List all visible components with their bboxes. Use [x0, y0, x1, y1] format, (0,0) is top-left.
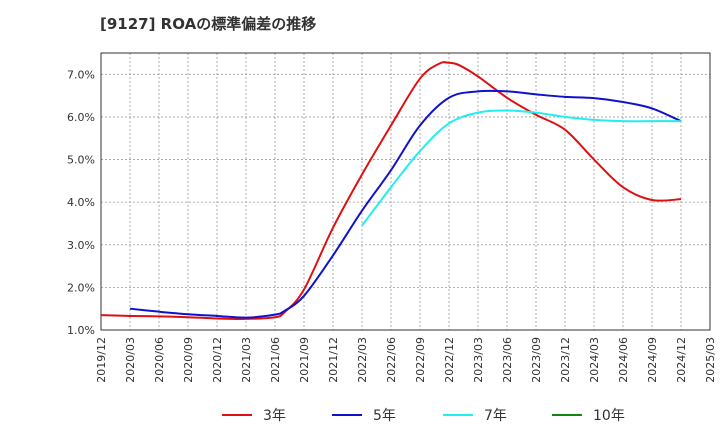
x-tick-label: 2020/09 — [182, 337, 195, 383]
legend-label-3: 10年 — [593, 408, 625, 424]
x-tick-label: 2023/03 — [472, 337, 485, 383]
y-tick-label: 4.0% — [67, 196, 95, 209]
x-tick-label: 2021/12 — [327, 337, 340, 383]
series-line-0 — [100, 61, 682, 320]
series-line-1 — [129, 89, 682, 319]
x-tick-label: 2022/03 — [356, 337, 369, 383]
x-tick-label: 2019/12 — [95, 337, 108, 383]
x-tick-label: 2024/03 — [588, 337, 601, 383]
x-tick-label: 2024/09 — [646, 337, 659, 383]
legend-label-2: 7年 — [484, 408, 507, 424]
x-tick-label: 2023/09 — [530, 337, 543, 383]
plot-area — [101, 53, 710, 330]
x-tick-label: 2021/06 — [269, 337, 282, 383]
y-tick-label: 7.0% — [67, 68, 95, 81]
y-tick-label: 6.0% — [67, 111, 95, 124]
x-tick-label: 2024/06 — [617, 337, 630, 383]
y-tick-label: 5.0% — [67, 154, 95, 167]
x-tick-label: 2021/03 — [240, 337, 253, 383]
legend-label-1: 5年 — [373, 408, 396, 424]
x-tick-label: 2021/09 — [298, 337, 311, 383]
legend-label-0: 3年 — [263, 408, 286, 424]
chart-title: [9127] ROAの標準偏差の推移 — [100, 15, 317, 33]
y-tick-label: 1.0% — [67, 324, 95, 337]
plot-border — [100, 52, 711, 331]
x-tick-label: 2023/12 — [559, 337, 572, 383]
y-tick-label: 2.0% — [67, 281, 95, 294]
x-tick-label: 2022/09 — [414, 337, 427, 383]
x-tick-label: 2020/06 — [153, 337, 166, 383]
y-tick-label: 3.0% — [67, 239, 95, 252]
x-tick-label: 2020/03 — [124, 337, 137, 383]
x-tick-label: 2023/06 — [501, 337, 514, 383]
x-tick-label: 2025/03 — [704, 337, 717, 383]
series-line-2 — [361, 109, 681, 227]
x-tick-label: 2022/06 — [385, 337, 398, 383]
x-tick-label: 2022/12 — [443, 337, 456, 383]
x-tick-label: 2024/12 — [675, 337, 688, 383]
x-tick-label: 2020/12 — [211, 337, 224, 383]
